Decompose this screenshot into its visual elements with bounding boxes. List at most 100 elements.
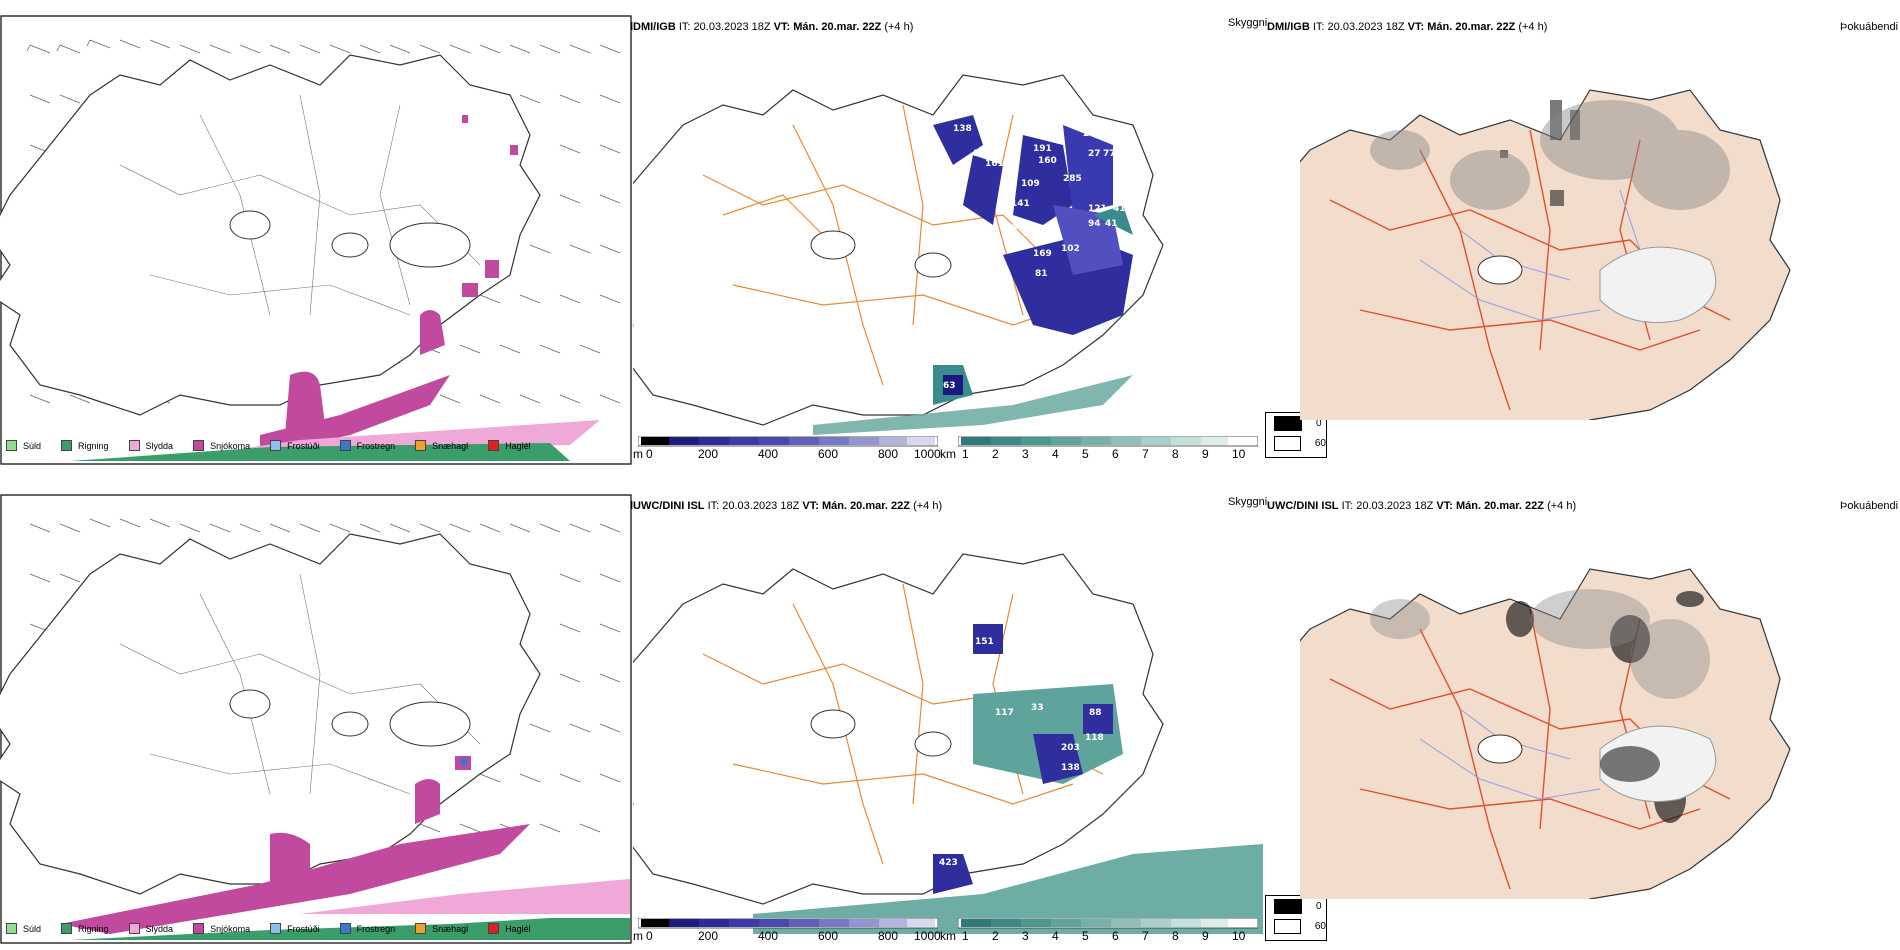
legend-item: Súld <box>6 440 41 451</box>
cloudbase-tick: 200 <box>698 929 718 943</box>
legend-item: Slydda <box>129 440 174 451</box>
legend-item: Frostúði <box>270 440 320 451</box>
svg-text:151: 151 <box>975 637 994 647</box>
cloudbase-tick: 0 <box>646 929 653 943</box>
visibility-tick: 4 <box>1052 447 1059 461</box>
legend-item: Haglél <box>488 923 531 934</box>
visibility-tick: 8 <box>1172 929 1179 943</box>
svg-text:252: 252 <box>1023 229 1042 239</box>
svg-text:109: 109 <box>1021 179 1040 189</box>
tag-visibility-top: Skyggni <box>1228 17 1267 29</box>
fog-map-bottom <box>1300 519 1860 899</box>
visibility-tick: 6 <box>1112 929 1119 943</box>
visibility-tick: 3 <box>1022 447 1029 461</box>
svg-text:135: 135 <box>973 149 992 159</box>
visibility-map-top: 138 177 135 161 65 191 160 207 27 77 10 … <box>633 35 1263 465</box>
visibility-tick: 3 <box>1022 929 1029 943</box>
svg-text:88: 88 <box>1089 708 1102 718</box>
svg-text:27: 27 <box>1088 149 1101 159</box>
legend-item: Slydda <box>129 923 174 934</box>
cloudbase-tick: 1000 <box>914 447 941 461</box>
visibility-scale-top <box>958 436 1258 448</box>
cloudbase-tick: 0 <box>646 447 653 461</box>
visibility-unit: km <box>940 929 956 943</box>
visibility-tick: 5 <box>1082 447 1089 461</box>
precip-legend-bottom: Súld Rigning Slydda Snjókoma Frostúði Fr… <box>6 923 551 934</box>
precip-legend-top: Súld Rigning Slydda Snjókoma Frostúði Fr… <box>6 440 551 451</box>
row-top: DMI/IGB IT: 20.03.2023 18Z VT: Mán. 20.m… <box>0 0 1900 475</box>
legend-item: Snæhagl <box>415 440 468 451</box>
cloudbase-tick: 800 <box>878 447 898 461</box>
legend-item: Rigning <box>61 440 109 451</box>
visibility-tick: 6 <box>1112 447 1119 461</box>
svg-text:413: 413 <box>1113 204 1132 214</box>
visibility-tick: 10 <box>1232 447 1245 461</box>
visibility-tick: 10 <box>1232 929 1245 943</box>
tag-fog-top: Þokuábendi <box>1840 21 1898 33</box>
svg-text:138: 138 <box>1061 763 1080 773</box>
legend-item: Rigning <box>61 923 109 934</box>
svg-text:102: 102 <box>1061 244 1080 254</box>
svg-text:65: 65 <box>945 174 958 184</box>
legend-item: Snjókoma <box>193 923 250 934</box>
svg-text:121: 121 <box>1088 204 1107 214</box>
visibility-tick: 4 <box>1052 929 1059 943</box>
visibility-tick: 9 <box>1202 447 1209 461</box>
visibility-tick: 2 <box>992 447 999 461</box>
svg-text:63: 63 <box>943 381 956 391</box>
panel-title-visibility-top: DMI/IGB IT: 20.03.2023 18Z VT: Mán. 20.m… <box>633 21 913 33</box>
legend-item: Haglél <box>488 440 531 451</box>
visibility-tick: 9 <box>1202 929 1209 943</box>
svg-text:161: 161 <box>985 159 1004 169</box>
svg-text:293: 293 <box>911 843 930 853</box>
fog-legend-bottom: 0 60 <box>1265 895 1327 941</box>
cloudbase-unit: m <box>633 447 643 461</box>
precip-type-map-bottom <box>0 494 632 944</box>
cloudbase-tick: 600 <box>818 929 838 943</box>
svg-text:118: 118 <box>1085 733 1104 743</box>
cloudbase-tick: 600 <box>818 447 838 461</box>
visibility-tick: 7 <box>1142 929 1149 943</box>
legend-item: Frostregn <box>340 923 396 934</box>
panel-title-fog-top: DMI/IGB IT: 20.03.2023 18Z VT: Mán. 20.m… <box>1267 21 1547 33</box>
svg-text:138: 138 <box>953 124 972 134</box>
panel-title-fog-bottom: UWC/DINI ISL IT: 20.03.2023 18Z VT: Mán.… <box>1267 500 1576 512</box>
visibility-tick: 5 <box>1082 929 1089 943</box>
visibility-tick: 7 <box>1142 447 1149 461</box>
cloudbase-tick: 200 <box>698 447 718 461</box>
visibility-tick: 1 <box>962 929 969 943</box>
svg-text:257: 257 <box>1005 224 1024 234</box>
svg-text:141: 141 <box>1011 199 1030 209</box>
svg-text:160: 160 <box>1038 156 1057 166</box>
precip-type-map-top <box>0 15 632 465</box>
svg-text:207: 207 <box>1083 129 1102 139</box>
svg-text:41: 41 <box>1105 219 1118 229</box>
svg-text:177: 177 <box>973 109 992 119</box>
legend-item: Frostregn <box>340 440 396 451</box>
svg-text:423: 423 <box>939 858 958 868</box>
fog-map-top <box>1300 40 1860 420</box>
legend-item: Súld <box>6 923 41 934</box>
visibility-map-bottom: 151 15 12 117 33 88 118 203 138 293 423 <box>633 514 1263 934</box>
svg-text:169: 169 <box>1033 249 1052 259</box>
svg-text:10: 10 <box>1123 129 1136 139</box>
cloudbase-tick: 400 <box>758 929 778 943</box>
visibility-unit: km <box>940 447 956 461</box>
legend-item: Snæhagl <box>415 923 468 934</box>
svg-text:12: 12 <box>1005 683 1018 693</box>
svg-text:77: 77 <box>1103 149 1116 159</box>
svg-text:117: 117 <box>995 708 1014 718</box>
row-bottom: UWC/DINI ISL IT: 20.03.2023 18Z VT: Mán.… <box>0 475 1900 950</box>
svg-text:94: 94 <box>1088 219 1101 229</box>
legend-item: Frostúði <box>270 923 320 934</box>
panel-title-visibility-bottom: UWC/DINI ISL IT: 20.03.2023 18Z VT: Mán.… <box>633 500 942 512</box>
visibility-scale-bottom <box>958 918 1258 930</box>
visibility-tick: 2 <box>992 929 999 943</box>
svg-text:15: 15 <box>1033 663 1046 673</box>
cloudbase-unit: m <box>633 929 643 943</box>
cloudbase-tick: 1000 <box>914 929 941 943</box>
svg-text:33: 33 <box>1031 703 1044 713</box>
visibility-tick: 1 <box>962 447 969 461</box>
visibility-tick: 8 <box>1172 447 1179 461</box>
svg-text:203: 203 <box>1061 743 1080 753</box>
